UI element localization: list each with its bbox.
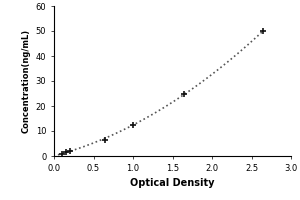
- Y-axis label: Concentration(ng/mL): Concentration(ng/mL): [21, 29, 30, 133]
- X-axis label: Optical Density: Optical Density: [130, 178, 215, 188]
